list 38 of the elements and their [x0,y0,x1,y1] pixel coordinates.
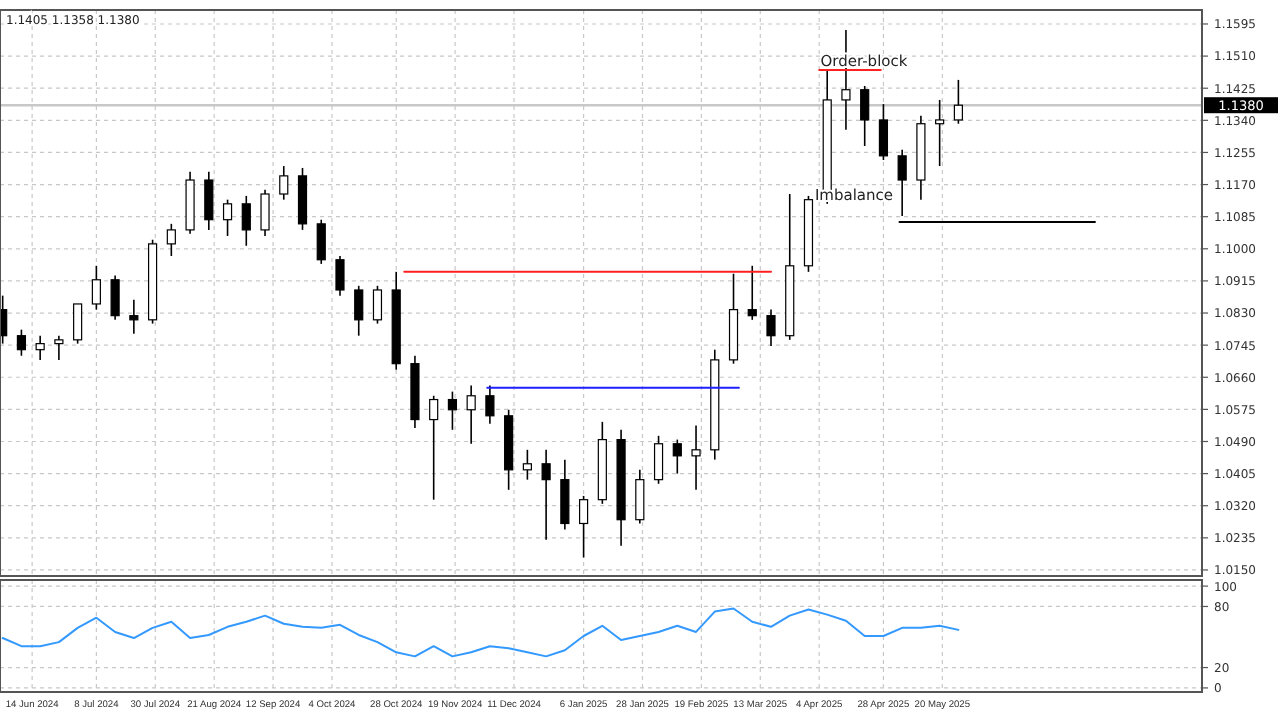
candlestick [316,218,326,265]
candlestick [541,449,551,541]
candlestick [372,285,383,325]
candlestick [110,274,120,321]
candlestick [691,424,701,491]
candlestick [747,265,757,321]
candlestick [579,495,589,559]
candlestick [447,390,458,431]
candlestick [485,384,495,425]
candlestick [653,435,664,485]
candlestick [935,99,945,167]
candlestick [73,303,83,345]
candlestick [429,394,439,501]
candlestick [466,384,476,445]
candlestick [91,265,101,311]
candlestick [897,149,907,217]
candlestick [672,438,682,475]
candlestick [222,198,233,237]
candlestick [54,334,64,361]
candlestick [35,334,45,361]
candlestick [635,469,645,525]
candlestick [878,103,889,161]
candlestick [260,189,270,237]
candlestick [129,299,139,335]
candlestick [204,170,214,231]
candlestick [297,167,308,231]
candlestick [522,449,532,481]
candlestick [335,255,345,297]
candlestick [241,195,251,247]
candlestick [560,458,570,531]
candlestick [953,79,963,125]
candlestick [279,165,289,201]
candlestick [354,285,364,337]
candlestick [766,308,776,347]
line-series [1,607,960,658]
candlestick [16,328,27,357]
candlestick [860,85,870,147]
candlestick [166,223,176,257]
